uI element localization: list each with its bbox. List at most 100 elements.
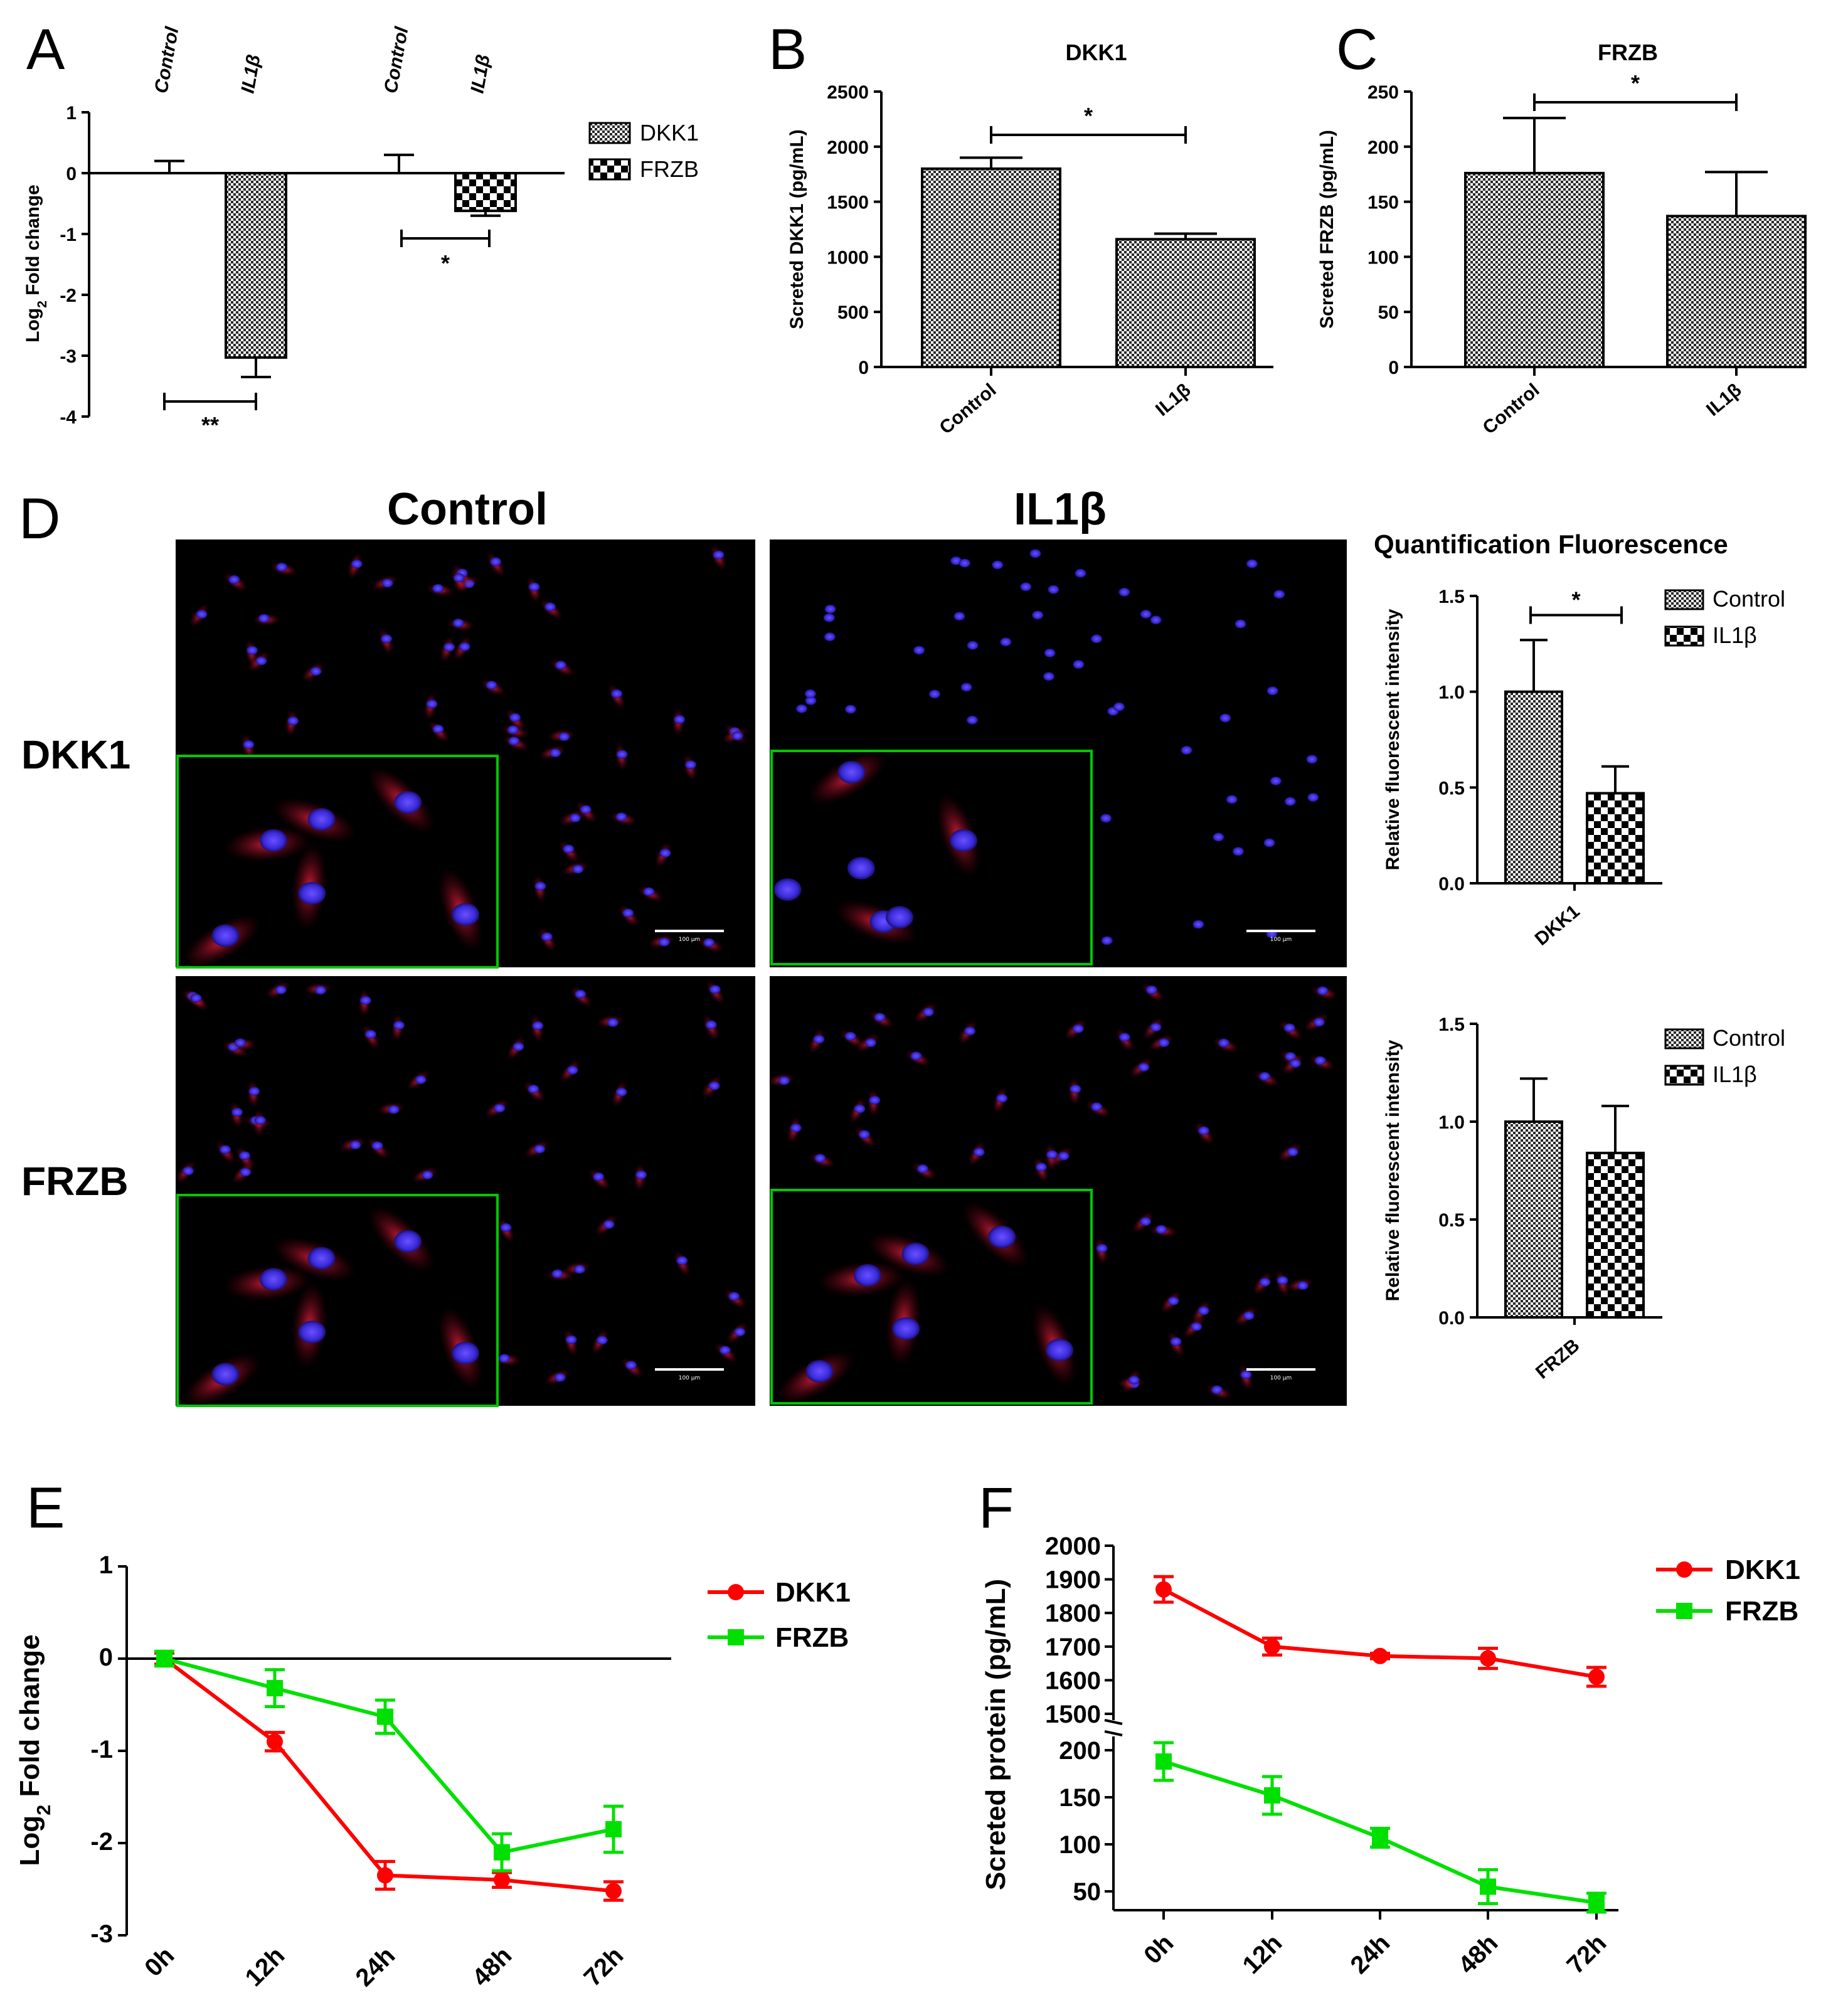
significance-label: * bbox=[1571, 587, 1580, 613]
cell-nucleus bbox=[1035, 1162, 1047, 1172]
significance-label: * bbox=[441, 250, 450, 276]
bar-1 bbox=[1666, 215, 1807, 369]
cell-nucleus bbox=[1170, 1337, 1182, 1346]
cell-nucleus bbox=[190, 994, 202, 1003]
cell-nucleus bbox=[551, 1269, 563, 1278]
inset-nucleus bbox=[307, 1246, 336, 1270]
cell-nucleus bbox=[1317, 986, 1329, 996]
y-tick-label: 1900 bbox=[1045, 1566, 1101, 1594]
cell-nucleus bbox=[1197, 1306, 1209, 1315]
column-label-il1b: IL1β bbox=[1014, 484, 1107, 534]
cell-nucleus bbox=[959, 558, 970, 568]
x-tick-label: 24h bbox=[1346, 1929, 1396, 1979]
y-tick-label: 1600 bbox=[1045, 1667, 1101, 1694]
bar-Control bbox=[1504, 1120, 1563, 1319]
y-tick-label: -1 bbox=[60, 225, 77, 245]
x-tick-label: Control bbox=[936, 380, 1001, 438]
x-tick-label: FRZB bbox=[1532, 1335, 1583, 1383]
y-tick-label: 200 bbox=[1367, 137, 1399, 158]
y-tick-label: -2 bbox=[60, 285, 77, 306]
subscript: 2 bbox=[35, 300, 50, 308]
data-point-FRZB bbox=[1588, 1895, 1605, 1911]
legend-swatch bbox=[1664, 625, 1704, 647]
cell-nucleus bbox=[1181, 745, 1192, 755]
cell-nucleus bbox=[255, 656, 267, 666]
y-tick-label: 150 bbox=[1059, 1784, 1101, 1812]
bar-IL1β bbox=[1586, 1151, 1645, 1319]
inset-nucleus bbox=[394, 1230, 422, 1253]
data-point-DKK1 bbox=[267, 1733, 283, 1750]
cell-nucleus bbox=[607, 1018, 619, 1027]
legend-label: DKK1 bbox=[1725, 1555, 1800, 1585]
inset-nucleus bbox=[773, 878, 802, 901]
data-point-FRZB bbox=[377, 1708, 393, 1725]
cell-nucleus bbox=[804, 689, 816, 698]
significance-label: * bbox=[1084, 103, 1093, 129]
bar-1 bbox=[1115, 238, 1256, 368]
inset-nucleus bbox=[298, 882, 326, 905]
cell-nucleus bbox=[1101, 936, 1113, 945]
bar-label: IL1β bbox=[237, 53, 264, 95]
x-tick-label: Control bbox=[1479, 380, 1544, 438]
cell-nucleus bbox=[910, 1051, 922, 1061]
y-tick-label: 0 bbox=[1388, 358, 1399, 378]
cell-nucleus bbox=[916, 1164, 928, 1174]
cell-nucleus bbox=[1289, 1059, 1301, 1068]
panel-label-f: F bbox=[979, 1476, 1014, 1540]
y-tick-label: 1500 bbox=[827, 193, 869, 213]
cell-nucleus bbox=[1218, 1038, 1229, 1048]
data-point-DKK1 bbox=[1372, 1647, 1388, 1664]
legend-label: DKK1 bbox=[775, 1577, 851, 1608]
cell-nucleus bbox=[1044, 648, 1056, 657]
legend-swatch bbox=[588, 158, 631, 181]
y-tick-label: 0 bbox=[858, 358, 869, 378]
legend-swatch bbox=[1664, 1065, 1704, 1086]
x-tick-label: 72h bbox=[1562, 1929, 1612, 1979]
data-point-FRZB bbox=[494, 1844, 510, 1861]
y-tick-label: 1.0 bbox=[1438, 683, 1465, 703]
cell-nucleus bbox=[1211, 1385, 1223, 1395]
cell-nucleus bbox=[1113, 702, 1125, 711]
inset-nucleus bbox=[892, 1317, 920, 1340]
cell-nucleus bbox=[1072, 1024, 1084, 1033]
y-tick-label: 2000 bbox=[1045, 1533, 1101, 1560]
cell-nucleus bbox=[603, 1220, 615, 1229]
inset-nucleus bbox=[805, 1360, 834, 1383]
cell-nucleus bbox=[854, 1104, 866, 1113]
x-tick-label: 0h bbox=[1139, 1929, 1179, 1969]
cell-nucleus bbox=[1158, 1038, 1170, 1048]
cell-nucleus bbox=[928, 689, 940, 699]
cell-nucleus bbox=[703, 938, 715, 947]
cell-nucleus bbox=[1297, 1281, 1309, 1290]
legend-marker bbox=[728, 1629, 744, 1645]
data-point-FRZB bbox=[1155, 1753, 1172, 1770]
y-tick-label: -1 bbox=[90, 1736, 113, 1763]
cell-nucleus bbox=[572, 864, 584, 874]
cell-nucleus bbox=[593, 1172, 605, 1181]
cell-nucleus bbox=[1167, 1296, 1179, 1305]
cell-nucleus bbox=[1313, 1018, 1325, 1027]
row-label-frzb: FRZB bbox=[21, 1159, 129, 1204]
cell-nucleus bbox=[778, 1076, 790, 1085]
inset-nucleus bbox=[211, 924, 240, 947]
cell-nucleus bbox=[1150, 1023, 1162, 1032]
cell-nucleus bbox=[490, 557, 502, 566]
cell-nucleus bbox=[996, 1093, 1008, 1103]
data-point-FRZB bbox=[1372, 1829, 1388, 1846]
cell-nucleus bbox=[1091, 1102, 1103, 1112]
y-axis-label: Screted DKK1 (pg/mL) bbox=[787, 129, 807, 329]
cell-nucleus bbox=[1046, 1150, 1058, 1159]
cell-nucleus bbox=[622, 908, 634, 918]
cell-nucleus bbox=[1091, 634, 1103, 644]
cell-nucleus bbox=[432, 583, 444, 593]
cell-nucleus bbox=[1192, 920, 1204, 929]
cell-nucleus bbox=[575, 989, 587, 999]
cell-nucleus bbox=[248, 1087, 260, 1096]
inset-nucleus bbox=[211, 1363, 240, 1386]
y-tick-label: -4 bbox=[60, 407, 77, 428]
y-tick-label: 1.5 bbox=[1438, 1014, 1465, 1035]
cell-nucleus bbox=[508, 736, 520, 746]
legend-marker bbox=[1676, 1603, 1692, 1619]
chart-c: 0 50 100 150 200 250 FRZB Screted FRZB (pg/mL) C… bbox=[1317, 40, 1807, 438]
cell-nucleus bbox=[528, 1084, 539, 1093]
